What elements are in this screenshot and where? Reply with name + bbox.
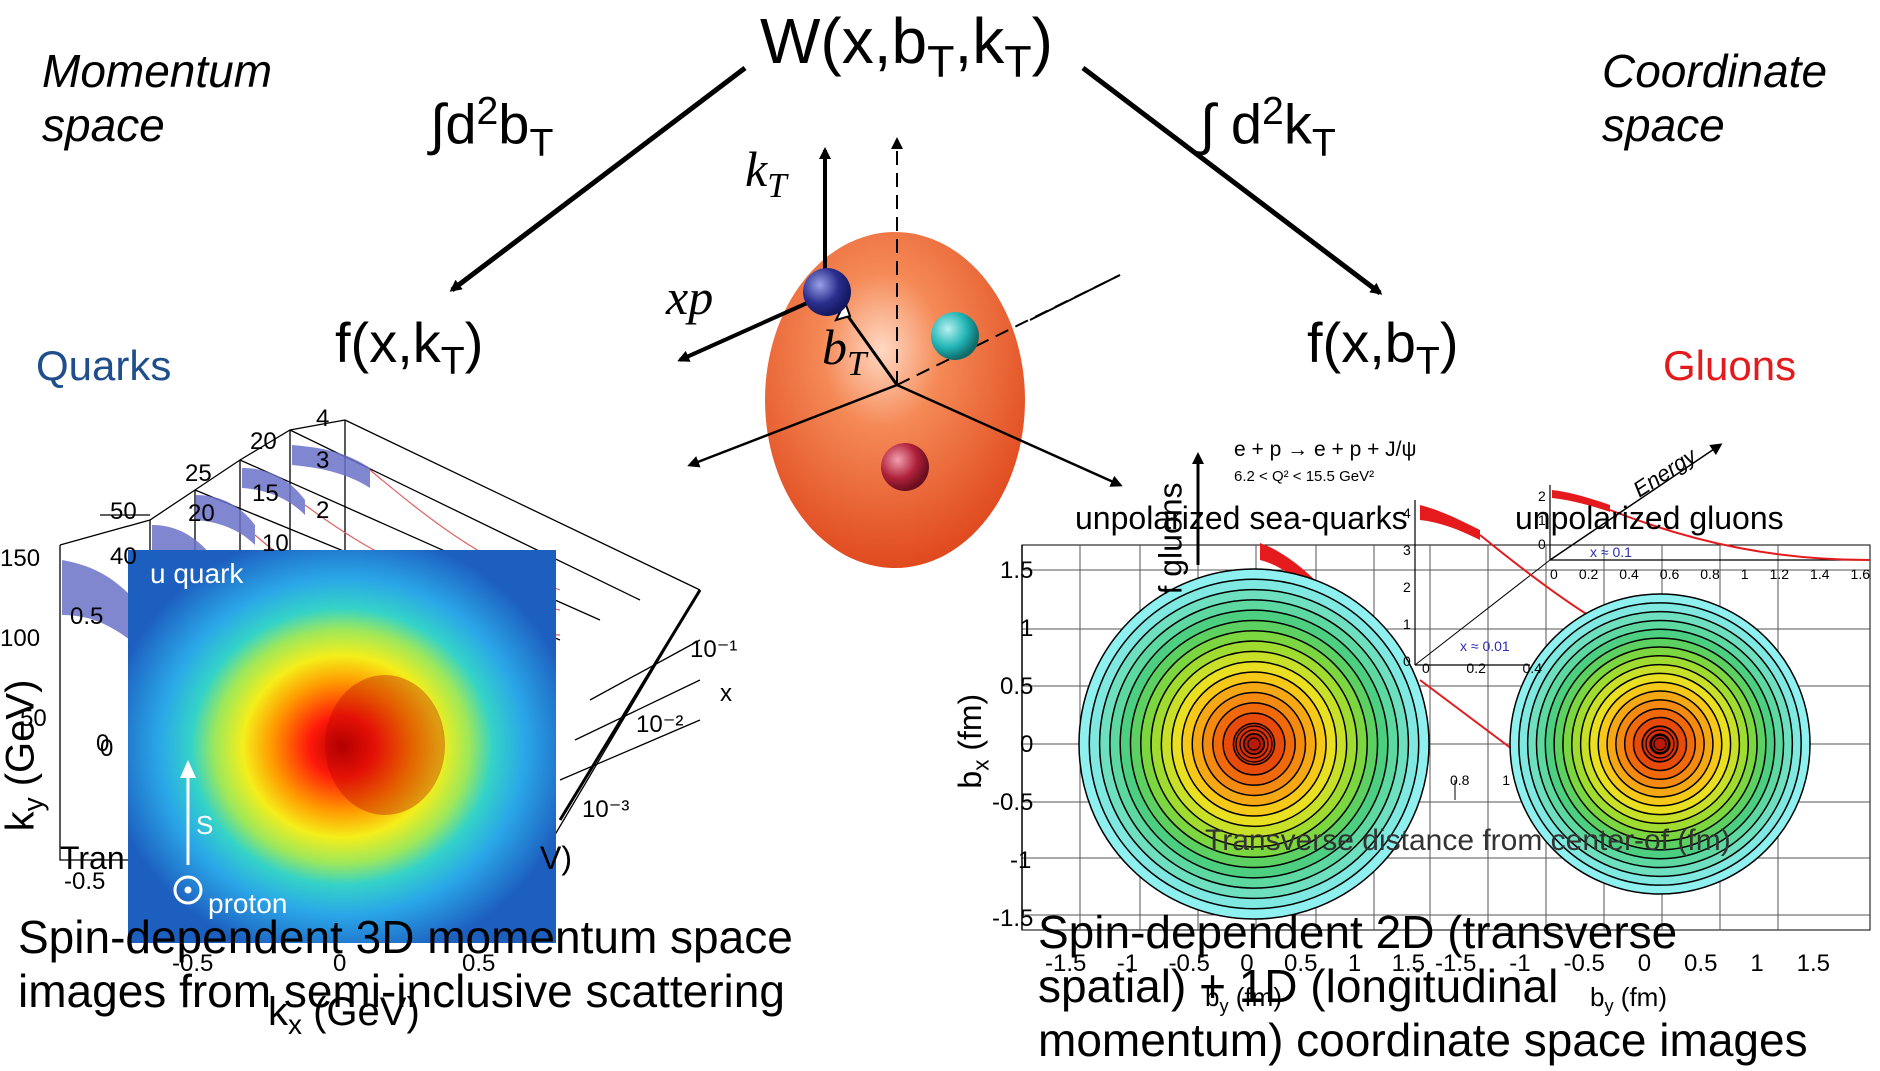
bt-vector-label: bT bbox=[822, 319, 867, 383]
right-y-tick: 0.5 bbox=[1000, 673, 1034, 700]
left-bg-axis-fragment: V) bbox=[540, 840, 572, 876]
left-y-tick: -0.5 bbox=[64, 868, 106, 895]
right-bg-x-label: Transverse distance from center-of (fm) bbox=[1205, 824, 1731, 857]
left-bg-top-tick: 3 bbox=[316, 447, 330, 474]
bottom-fragment-ticks: 0.8 1 bbox=[1450, 772, 1510, 788]
quark-teal bbox=[931, 312, 979, 360]
left-x-tick: 0.5 bbox=[462, 950, 496, 977]
arrow-to-coordinate bbox=[1081, 66, 1383, 295]
inset-x-value-1: x ≈ 0.1 bbox=[1590, 544, 1632, 560]
proton-body bbox=[765, 232, 1025, 568]
right-y-tick: -1 bbox=[1010, 847, 1032, 874]
arrow-to-momentum bbox=[449, 66, 747, 292]
coordinate-space-label: Coordinate space bbox=[1602, 45, 1828, 151]
right-y-tick: 0 bbox=[1020, 731, 1034, 758]
wigner-function-title: W(x,bT,kT) bbox=[760, 5, 1053, 87]
sea-quark-contours bbox=[1078, 568, 1430, 920]
u-quark-heatmap bbox=[128, 550, 556, 943]
left-bg-x-tick: 10⁻¹ bbox=[690, 636, 738, 663]
left-bg-tick-50: 50 bbox=[20, 705, 47, 732]
contour-core-ring bbox=[1653, 737, 1667, 751]
contour-core-ring bbox=[1645, 729, 1675, 759]
left-bg-x-tick: 10⁻³ bbox=[582, 796, 630, 823]
right-y-tick: 1.5 bbox=[1000, 557, 1034, 584]
left-y-axis-label: ky (GeV) bbox=[0, 679, 49, 832]
quark-red bbox=[881, 443, 929, 491]
right-y-tick: 1 bbox=[1020, 615, 1034, 642]
inset-x-ticks: 0 0.2 0.4 0.6 0.8 1 1.2 1.4 1.6 bbox=[1550, 566, 1870, 582]
left-disk-x-ticks: -1.5 -1 -0.5 0 0.5 1 1.5 bbox=[1045, 950, 1425, 977]
left-bg-top-tick: 4 bbox=[316, 405, 330, 432]
right-x-axis-label-left: by (fm) bbox=[1205, 982, 1282, 1017]
contour-core-ring bbox=[1239, 729, 1269, 759]
left-caption: Spin-dependent 3D momentum space images … bbox=[18, 911, 793, 1017]
spin-vector-label: S bbox=[196, 810, 214, 840]
xp-axis-label: xp bbox=[666, 269, 714, 325]
right-bg-y-label: f gluons bbox=[1152, 482, 1189, 595]
right-y-axis-label: bx (fm) bbox=[952, 693, 994, 789]
left-bg-axis-fragment: Tran bbox=[60, 840, 125, 876]
left-bg-top-tick: 20 bbox=[188, 500, 215, 527]
left-bg-top-tick: 25 bbox=[185, 460, 212, 487]
contour-core-ring bbox=[1243, 733, 1265, 755]
quark-blue bbox=[803, 268, 851, 316]
contour-core-ring bbox=[1247, 737, 1261, 751]
left-x-axis-label: kx (GeV) bbox=[268, 990, 420, 1040]
inset-x-value-2: x ≈ 0.01 bbox=[1460, 638, 1510, 654]
left-y-tick: 0 bbox=[96, 730, 110, 757]
momentum-space-label: Momentum space bbox=[42, 45, 273, 151]
q2-range-label: 6.2 < Q² < 15.5 GeV² bbox=[1234, 468, 1375, 485]
contour-core-ring bbox=[1641, 725, 1679, 763]
contour-core-ring bbox=[1649, 733, 1671, 755]
left-bg-tick-150: 150 bbox=[0, 545, 41, 572]
left-bg-tick-100: 100 bbox=[0, 625, 41, 652]
gluons-label: Gluons bbox=[1663, 342, 1797, 389]
proton-figure bbox=[677, 137, 1123, 568]
quarks-label: Quarks bbox=[36, 342, 172, 389]
right-background-plot bbox=[1192, 443, 1870, 800]
contour-core-ring bbox=[1235, 725, 1273, 763]
mid-inset-x-ticks: 0 0.2 0.4 bbox=[1422, 660, 1542, 676]
right-x-axis-label-right: by (fm) bbox=[1590, 982, 1667, 1017]
gpd-function-label: f(x,bT) bbox=[1307, 311, 1459, 384]
left-bg-tick-0: 0 bbox=[100, 735, 114, 762]
left-bg-top-tick: 2 bbox=[316, 497, 330, 524]
gluon-contours bbox=[1509, 593, 1811, 895]
integral-over-bt: ∫d2bT bbox=[430, 90, 554, 165]
left-bg-top-tick: 40 bbox=[110, 543, 137, 570]
left-bg-top-tick: 20 bbox=[250, 428, 277, 455]
left-x-tick: -0.5 bbox=[172, 950, 214, 977]
left-bg-x-tick: 10⁻² bbox=[636, 711, 684, 738]
left-y-tick: 0.5 bbox=[70, 603, 104, 630]
sea-quarks-title: unpolarized sea-quarks bbox=[1075, 500, 1408, 536]
kt-axis-label: kT bbox=[745, 141, 787, 205]
reaction-label: e + p → e + p + J/ψ bbox=[1234, 438, 1417, 461]
left-x-tick: 0 bbox=[333, 950, 347, 977]
right-y-tick: -0.5 bbox=[992, 789, 1034, 816]
right-y-tick: -1.5 bbox=[992, 905, 1034, 932]
left-bg-top-tick: 50 bbox=[110, 498, 137, 525]
u-quark-title: u quark bbox=[150, 558, 244, 589]
left-bg-top-tick: 10 bbox=[262, 530, 289, 557]
left-bg-x-label: x bbox=[720, 680, 732, 707]
gluons-title: unpolarized gluons bbox=[1515, 500, 1784, 536]
right-caption: Spin-dependent 2D (transverse spatial) +… bbox=[1038, 906, 1808, 1066]
right-disk-x-ticks: -1.5 -1 -0.5 0 0.5 1 1.5 bbox=[1435, 950, 1830, 977]
integral-over-kt: ∫ d2kT bbox=[1200, 90, 1336, 165]
tmd-function-label: f(x,kT) bbox=[335, 311, 484, 384]
proton-label: proton bbox=[208, 888, 288, 919]
left-bg-top-tick: 15 bbox=[252, 480, 279, 507]
